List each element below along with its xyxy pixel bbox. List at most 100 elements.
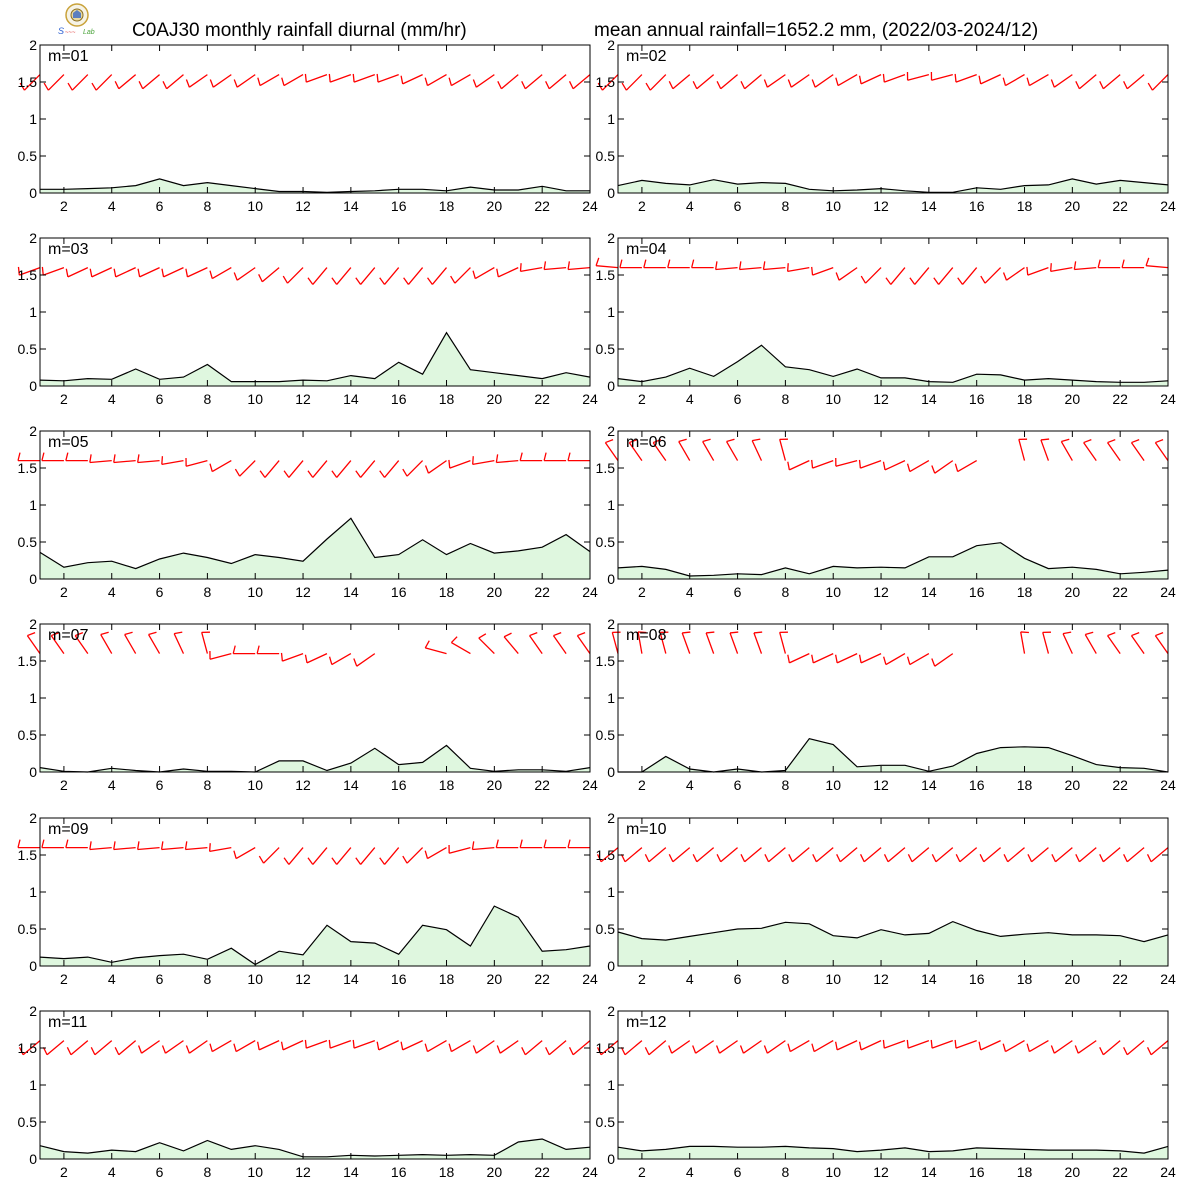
wind-barb-staff [909, 653, 930, 666]
wind-barb [681, 631, 691, 654]
wind-barb [137, 841, 160, 851]
wind-barb-feather [328, 1039, 331, 1049]
wind-barb-staff [336, 847, 352, 865]
panel-m-07: 00.511.522 4 6 8 10 12 14 16 18 20 22 24m=07 [18, 616, 598, 793]
wind-barb [643, 259, 666, 269]
wind-barb [858, 653, 882, 664]
month-label: m=10 [626, 821, 667, 838]
wind-barb-staff [860, 459, 882, 469]
wind-barb [957, 267, 978, 285]
wind-barb-feather [907, 854, 913, 863]
wind-barb [907, 847, 930, 863]
wind-barb-feather [715, 261, 718, 270]
wind-barb-staff [1154, 442, 1169, 461]
wind-barb-feather [605, 439, 614, 444]
wind-barb [1083, 439, 1097, 461]
x-tick-label: 10 [825, 971, 841, 987]
wind-barb [978, 74, 1001, 85]
wind-barb-staff [624, 847, 643, 863]
wind-barb [576, 632, 591, 654]
y-tick-label: 2 [29, 423, 37, 439]
wind-barb [89, 454, 112, 464]
wind-barb [659, 631, 669, 654]
wind-barb [41, 266, 65, 276]
wind-barb-feather [17, 266, 20, 276]
wind-barb-staff [173, 633, 185, 654]
wind-barb-staff [139, 267, 160, 278]
wind-barb-staff [163, 267, 184, 278]
y-tick-label: 0 [607, 571, 615, 587]
wind-barb-feather [882, 1039, 885, 1049]
wind-barb-staff [384, 847, 400, 865]
wind-barb-feather [1074, 1045, 1079, 1054]
wind-barb-feather [933, 277, 940, 285]
wind-barb-feather [328, 73, 331, 83]
wind-barb-staff [1102, 847, 1121, 863]
wind-barb-staff [263, 847, 280, 864]
wind-barb-staff [779, 632, 787, 654]
wind-barb-staff [743, 1040, 762, 1054]
wind-barb-feather [954, 463, 959, 472]
wind-barb-staff [95, 74, 113, 91]
wind-barb-feather [43, 82, 49, 91]
wind-barb-feather [1083, 439, 1092, 444]
wind-barb-staff [719, 1040, 738, 1054]
wind-barb [283, 847, 304, 865]
wind-barb [113, 454, 136, 464]
wind-barb [1002, 74, 1025, 87]
wind-barb-staff [236, 74, 256, 88]
wind-barb-feather [496, 268, 499, 278]
x-tick-label: 2 [638, 777, 646, 793]
x-tick-label: 22 [1112, 198, 1128, 214]
wind-barb-feather [811, 79, 816, 88]
wind-barb-staff [427, 1040, 447, 1053]
y-tick-label: 1 [29, 690, 37, 706]
wind-barb [906, 460, 930, 473]
wind-barb [738, 261, 762, 271]
x-tick-label: 14 [921, 777, 937, 793]
wind-barb [355, 460, 376, 478]
y-tick-label: 2 [29, 230, 37, 246]
x-tick-label: 12 [295, 1164, 311, 1180]
wind-barb [65, 452, 88, 462]
wind-barb-feather [906, 1039, 909, 1049]
wind-barb [162, 74, 184, 90]
wind-barb-feather [619, 259, 623, 268]
wind-barb-feather [644, 1047, 650, 1056]
wind-barb-staff [600, 847, 619, 863]
wind-barb [74, 632, 89, 654]
wind-barb-staff [74, 635, 89, 654]
y-tick-label: 0.5 [18, 534, 38, 550]
wind-barb-staff [837, 74, 858, 87]
x-tick-label: 14 [921, 971, 937, 987]
x-tick-label: 10 [247, 198, 263, 214]
wind-barb [1074, 1040, 1097, 1054]
y-tick-label: 1 [29, 111, 37, 127]
wind-barb [328, 73, 352, 83]
wind-barb [280, 1040, 304, 1051]
wind-barb [113, 267, 136, 278]
wind-barb-staff [720, 74, 738, 90]
wind-barb-staff [1029, 74, 1049, 87]
x-tick-label: 18 [439, 1164, 455, 1180]
x-tick-label: 8 [203, 971, 211, 987]
wind-barb [978, 1040, 1001, 1051]
x-tick-label: 22 [1112, 777, 1128, 793]
wind-barb [668, 74, 691, 90]
wind-barb [611, 631, 621, 654]
wind-barb [1026, 1040, 1049, 1053]
wind-barb [450, 267, 471, 284]
wind-barb-feather [161, 1045, 167, 1054]
wind-barb [764, 847, 786, 863]
wind-barb-feather [402, 468, 408, 477]
x-tick-label: 6 [156, 1164, 164, 1180]
wind-barb [882, 1039, 906, 1049]
x-tick-label: 14 [343, 391, 359, 407]
wind-barb-staff [188, 1040, 208, 1054]
plot-frame [617, 237, 1169, 387]
wind-barb [1073, 261, 1097, 271]
wind-barb-feather [1062, 631, 1072, 635]
wind-barb-feather [545, 81, 550, 90]
wind-barb-staff [962, 267, 978, 285]
wind-barb-feather [259, 470, 266, 478]
